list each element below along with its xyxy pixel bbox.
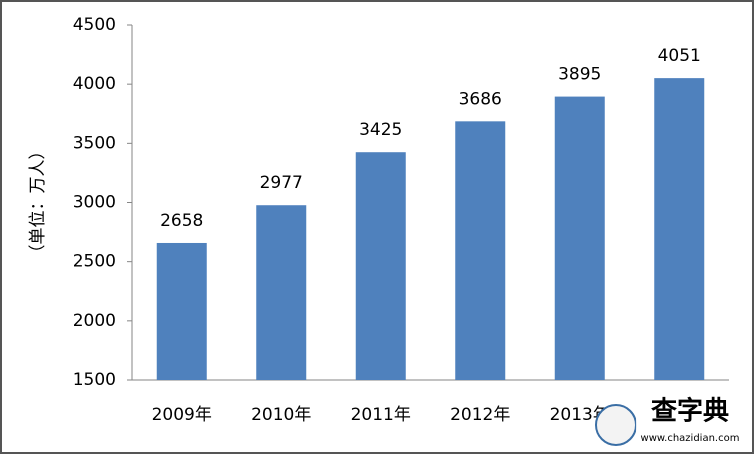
bar [156, 242, 207, 380]
watermark-bg [636, 398, 748, 448]
y-tick-label: 3000 [73, 193, 116, 213]
bar [256, 205, 307, 380]
watermark-title: 查字典 [651, 396, 729, 427]
x-tick-label: 2012年 [450, 405, 510, 425]
y-tick-label: 2000 [73, 311, 116, 331]
watermark-url: www.chazidian.com [641, 433, 740, 444]
y-tick-label: 2500 [73, 252, 116, 272]
y-tick-label: 1500 [73, 370, 116, 390]
bar [355, 152, 406, 380]
x-tick-label: 2013年 [550, 405, 610, 425]
bar [455, 121, 506, 380]
x-tick-label: 2010年 [251, 405, 311, 425]
value-label: 2658 [160, 211, 203, 231]
value-label: 3895 [558, 65, 601, 85]
y-tick-label: 4500 [73, 15, 116, 35]
y-tick-label: 4000 [73, 74, 116, 94]
bar [554, 96, 605, 380]
value-label: 3686 [459, 89, 502, 109]
watermark: 查字典 www.chazidian.com [595, 396, 748, 448]
value-label: 4051 [658, 46, 701, 66]
value-label: 2977 [260, 173, 303, 193]
value-label: 3425 [359, 120, 402, 140]
bar [654, 78, 705, 381]
y-axis-label: （单位：万人） [28, 143, 48, 262]
y-tick-label: 3500 [73, 133, 116, 153]
x-tick-label: 2011年 [351, 405, 411, 425]
watermark-logo [595, 404, 637, 446]
x-tick-label: 2009年 [152, 405, 212, 425]
